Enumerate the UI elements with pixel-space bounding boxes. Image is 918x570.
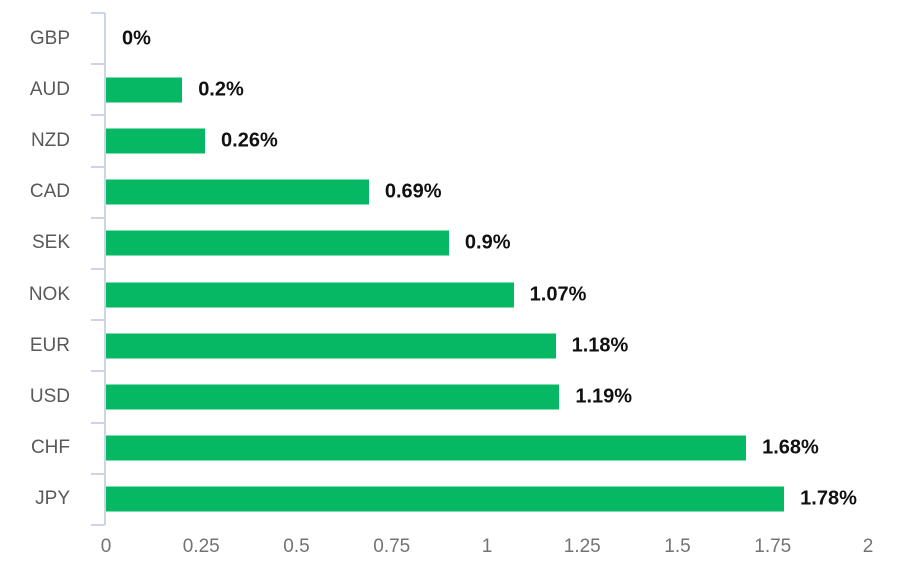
chart-row: USD 1.19% xyxy=(30,371,868,422)
bar xyxy=(106,77,183,103)
value-label: 0.9% xyxy=(464,231,511,254)
y-axis-tick xyxy=(91,319,105,322)
value-label: 0% xyxy=(122,27,151,50)
x-tick-label: 1.75 xyxy=(754,536,792,557)
value-label: 1.68% xyxy=(762,436,819,459)
category-label: GBP xyxy=(29,27,70,49)
chart-row: SEK 0.9% xyxy=(32,218,868,269)
chart-row: JPY 1.78% xyxy=(35,474,868,525)
category-label: NZD xyxy=(30,129,70,151)
category-label: JPY xyxy=(35,488,70,510)
value-label: 1.18% xyxy=(571,334,629,357)
category-label: USD xyxy=(29,385,70,407)
y-axis-tick xyxy=(91,12,105,14)
y-axis-tick xyxy=(91,114,105,117)
bar xyxy=(106,486,785,512)
y-axis-line xyxy=(104,13,106,525)
y-axis-tick xyxy=(91,216,105,219)
category-label: CAD xyxy=(29,181,70,203)
bar xyxy=(106,179,369,205)
chart-row: NZD 0.26% xyxy=(31,115,868,166)
y-axis-tick xyxy=(91,268,105,270)
value-label: 0.2% xyxy=(198,78,244,101)
chart-row: AUD 0.2% xyxy=(30,64,868,115)
plot-area: GBP 0% AUD 0.2% NZD 0.26% CAD 0.69% SEK 0.9% NOK 1.… xyxy=(29,13,868,525)
category-label: EUR xyxy=(29,334,70,356)
y-axis-tick xyxy=(91,472,105,475)
x-tick-label: 0 xyxy=(100,536,112,557)
y-axis-tick xyxy=(91,165,105,168)
bar xyxy=(106,384,560,410)
bar xyxy=(106,435,747,461)
chart-row: CHF 1.68% xyxy=(31,423,868,474)
value-label: 1.19% xyxy=(575,385,633,408)
value-label: 0.69% xyxy=(384,180,442,203)
category-label: NOK xyxy=(28,283,70,305)
value-label: 0.26% xyxy=(221,129,278,152)
x-tick-label: 0.75 xyxy=(373,536,411,557)
x-axis: 0 0.25 0.5 0.75 1 1.25 1.5 1.75 2 xyxy=(101,536,874,564)
y-axis-tick xyxy=(91,524,105,526)
chart-row: EUR 1.18% xyxy=(30,320,868,371)
category-label: AUD xyxy=(29,78,70,100)
x-tick-label: 1.25 xyxy=(563,536,601,557)
bar xyxy=(106,282,514,308)
x-tick-label: 1 xyxy=(481,536,493,557)
y-axis-tick xyxy=(91,370,105,373)
category-label: CHF xyxy=(30,437,70,459)
bar xyxy=(106,230,449,256)
chart-row: GBP 0% xyxy=(30,13,868,64)
chart-row: CAD 0.69% xyxy=(30,167,868,218)
x-tick-label: 2 xyxy=(862,536,874,557)
y-axis-tick xyxy=(91,63,105,66)
category-label: SEK xyxy=(31,232,70,254)
bar xyxy=(106,333,556,359)
y-axis-tick xyxy=(91,421,105,424)
x-tick-label: 1.5 xyxy=(664,536,691,557)
value-label: 1.07% xyxy=(529,283,587,306)
x-tick-label: 0.25 xyxy=(182,536,220,557)
x-tick-label: 0.5 xyxy=(283,536,310,557)
chart-row: NOK 1.07% xyxy=(29,269,868,320)
value-label: 1.78% xyxy=(800,487,857,510)
bar xyxy=(106,128,206,154)
